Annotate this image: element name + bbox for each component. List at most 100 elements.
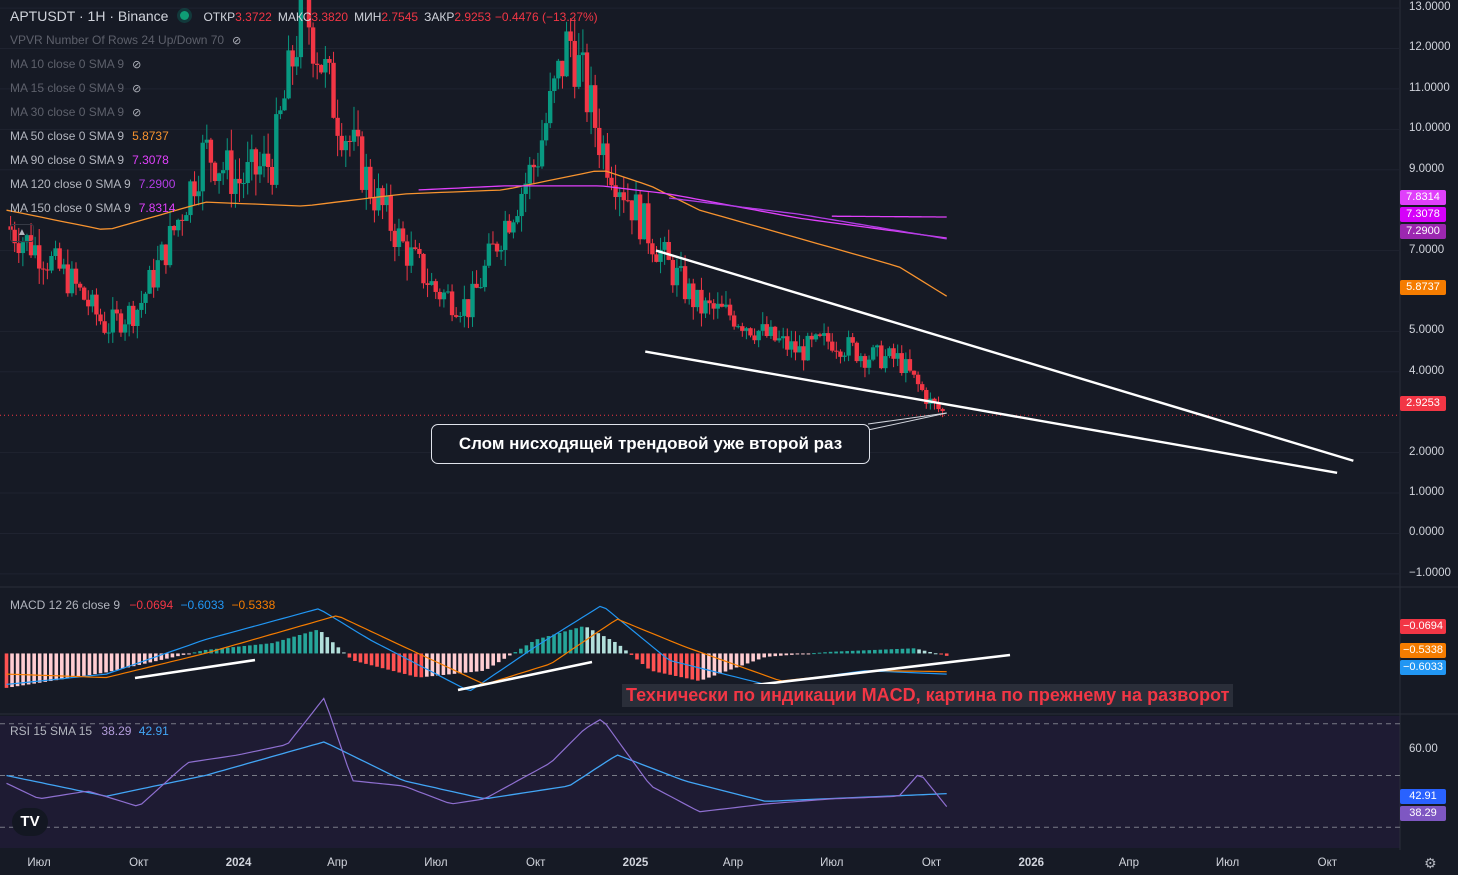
macd-histogram-bar bbox=[640, 653, 645, 664]
candle-body bbox=[584, 52, 590, 113]
low-label: МИН bbox=[354, 10, 382, 24]
candle-body bbox=[846, 337, 851, 356]
candle-body bbox=[233, 178, 238, 194]
indicator-legend-item[interactable]: MA 90 close 0 SMA 9 7.3078 bbox=[10, 153, 169, 167]
macd-histogram-bar bbox=[795, 653, 800, 655]
macd-histogram-bar bbox=[485, 653, 490, 669]
candle-body bbox=[314, 63, 320, 65]
macd-histogram-bar bbox=[397, 653, 401, 673]
eye-hidden-icon[interactable]: ⊘ bbox=[132, 59, 142, 71]
macd-histogram-bar bbox=[563, 631, 567, 654]
high-value: 3.3820 bbox=[311, 10, 349, 24]
macd-histogram-bar bbox=[71, 653, 75, 678]
macd-note[interactable]: Технически по индикации MACD, картина по… bbox=[622, 684, 1234, 707]
candle-body bbox=[932, 398, 937, 403]
price-badge: 5.8737 bbox=[1400, 280, 1446, 295]
open-value: 3.3722 bbox=[235, 10, 272, 24]
candle-body bbox=[69, 268, 75, 294]
y-tick-label: −1.0000 bbox=[1409, 566, 1451, 579]
macd-histogram-bar bbox=[469, 653, 473, 673]
candle-body bbox=[376, 188, 381, 211]
candle-body bbox=[466, 299, 471, 318]
macd-histogram-bar bbox=[303, 633, 307, 654]
candle-body bbox=[842, 355, 847, 357]
indicator-legend-item[interactable]: MA 150 close 0 SMA 9 7.8314 bbox=[10, 201, 175, 215]
candle-body bbox=[682, 266, 688, 300]
macd-histogram-bar bbox=[767, 653, 772, 657]
macd-histogram-bar bbox=[87, 653, 92, 676]
macd-histogram-bar bbox=[236, 646, 241, 654]
eye-hidden-icon[interactable]: ⊘ bbox=[132, 83, 142, 95]
candle-body bbox=[531, 164, 537, 168]
candle-body bbox=[511, 222, 516, 233]
macd-histogram-bar bbox=[878, 649, 883, 654]
indicator-label: MA 150 close 0 SMA 9 bbox=[10, 201, 131, 215]
candle-body bbox=[445, 291, 451, 293]
candle-body bbox=[65, 264, 71, 294]
eye-hidden-icon[interactable]: ⊘ bbox=[232, 35, 242, 47]
candle-body bbox=[785, 336, 790, 350]
macd-legend[interactable]: MACD 12 26 close 9 −0.0694 −0.6033 −0.53… bbox=[10, 598, 275, 612]
macd-histogram-bar bbox=[375, 653, 379, 667]
rsi-label: RSI 15 SMA 15 bbox=[10, 724, 93, 738]
collapse-legend-button[interactable]: ▲ bbox=[10, 224, 34, 242]
macd-histogram-bar bbox=[552, 634, 556, 654]
indicator-legend-item[interactable]: MA 15 close 0 SMA 9 ⊘ bbox=[10, 81, 141, 95]
candle-body bbox=[707, 300, 712, 304]
macd-histogram-bar bbox=[530, 641, 534, 654]
eye-hidden-icon[interactable]: ⊘ bbox=[132, 107, 142, 119]
y-tick-label: 0.0000 bbox=[1409, 526, 1445, 539]
indicator-label: MA 90 close 0 SMA 9 bbox=[10, 153, 125, 167]
candle-body bbox=[265, 153, 271, 167]
macd-histogram-bar bbox=[242, 645, 247, 654]
indicator-legend-item[interactable]: MA 30 close 0 SMA 9 ⊘ bbox=[10, 105, 141, 119]
y-tick-label: 12.0000 bbox=[1409, 41, 1451, 54]
open-label: ОТКР bbox=[203, 10, 236, 24]
settings-icon[interactable]: ⚙ bbox=[1424, 855, 1437, 871]
macd-hist-value: −0.0694 bbox=[129, 598, 174, 612]
candle-body bbox=[253, 149, 259, 175]
candle-body bbox=[629, 200, 635, 221]
macd-histogram-bar bbox=[834, 651, 838, 654]
low-value: 2.7545 bbox=[381, 10, 419, 24]
indicator-legend-item[interactable]: MA 10 close 0 SMA 9 ⊘ bbox=[10, 57, 141, 71]
macd-histogram-bar bbox=[668, 653, 672, 675]
indicator-legend-item[interactable]: VPVR Number Of Rows 24 Up/Down 70 ⊘ bbox=[10, 33, 241, 47]
breakout-callout[interactable]: Слом нисходящей трендовой уже второй раз bbox=[431, 424, 870, 464]
candle-body bbox=[151, 269, 156, 288]
moving-average-line bbox=[418, 185, 947, 239]
rsi-legend[interactable]: RSI 15 SMA 15 38.29 42.91 bbox=[10, 724, 169, 738]
indicator-legend-item[interactable]: MA 120 close 0 SMA 9 7.2900 bbox=[10, 177, 175, 191]
macd-histogram-bar bbox=[718, 653, 722, 674]
macd-histogram-bar bbox=[541, 637, 545, 654]
candle-body bbox=[838, 351, 843, 357]
candle-body bbox=[429, 281, 434, 285]
tradingview-logo[interactable]: TV bbox=[12, 808, 48, 836]
x-tick-label: Окт bbox=[129, 857, 149, 869]
candle-body bbox=[907, 359, 913, 371]
y-tick-label: 4.0000 bbox=[1409, 364, 1445, 377]
candle-body bbox=[208, 139, 214, 163]
candle-body bbox=[903, 359, 909, 374]
x-tick-label: Апр bbox=[722, 857, 744, 869]
rsi-sma-value: 42.91 bbox=[138, 724, 169, 738]
candle-body bbox=[503, 220, 508, 250]
macd-histogram-bar bbox=[762, 653, 766, 658]
indicator-legend-item[interactable]: MA 50 close 0 SMA 9 5.8737 bbox=[10, 129, 169, 143]
candle-body bbox=[637, 194, 643, 240]
price-badge: 7.8314 bbox=[1400, 190, 1446, 205]
rsi-line bbox=[6, 697, 948, 813]
candle-body bbox=[331, 62, 336, 118]
candle-body bbox=[143, 293, 148, 303]
macd-histogram-bar bbox=[524, 645, 529, 654]
macd-badge: −0.6033 bbox=[1400, 660, 1446, 675]
macd-histogram-bar bbox=[740, 653, 744, 666]
macd-histogram-bar bbox=[225, 647, 230, 654]
macd-histogram-bar bbox=[220, 648, 224, 654]
symbol-header[interactable]: APTUSDT · 1H · Binance ОТКР3.3722 МАКС3.38… bbox=[10, 8, 598, 24]
candle-body bbox=[543, 123, 549, 141]
macd-histogram-bar bbox=[729, 653, 733, 670]
candle-body bbox=[298, 0, 304, 58]
macd-histogram-bar bbox=[507, 653, 512, 656]
